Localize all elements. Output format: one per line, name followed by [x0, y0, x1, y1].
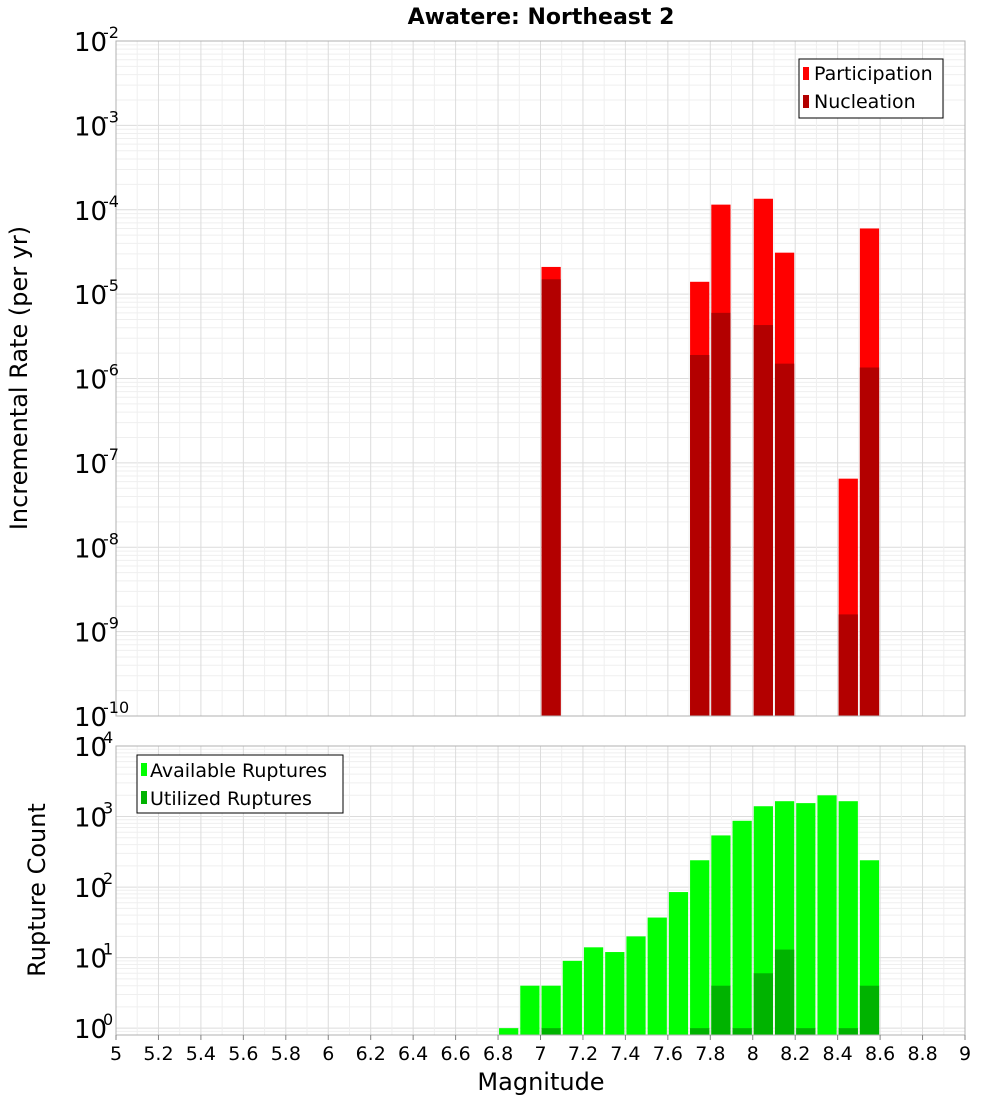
top-bar-nucleation [753, 325, 773, 716]
legend-swatch-nucleation [803, 95, 809, 108]
bottom-bar-available-ruptures [583, 947, 604, 1035]
bottom-y-tick-label: 10 [74, 804, 107, 834]
bottom-bar-utilized-ruptures [859, 985, 880, 1035]
bottom-y-tick-label: 10 [74, 945, 107, 975]
top-bar-nucleation [838, 614, 858, 716]
bottom-bar-utilized-ruptures [796, 1028, 816, 1035]
top-y-tick-exponent: -2 [103, 23, 119, 42]
legend-swatch-utilized [141, 791, 147, 804]
x-tick-label: 8.4 [823, 1043, 853, 1065]
x-tick-label: 8.6 [865, 1043, 895, 1065]
x-tick-label: 5.8 [271, 1043, 301, 1065]
top-y-tick-exponent: -8 [103, 529, 119, 548]
x-tick-label: 7 [534, 1043, 546, 1065]
x-axis-label: Magnitude [477, 1068, 604, 1096]
top-y-tick-exponent: -4 [103, 192, 119, 211]
top-bar-nucleation [711, 312, 731, 716]
bottom-y-tick-exponent: 0 [103, 1010, 113, 1029]
legend-label-participation: Participation [814, 63, 933, 85]
bottom-bar-available-ruptures [562, 960, 582, 1035]
bottom-bar-available-ruptures [732, 820, 752, 1035]
legend-swatch-participation [803, 67, 809, 80]
bottom-bar-available-ruptures [499, 1028, 519, 1035]
top-y-tick-exponent: -5 [103, 276, 119, 295]
x-tick-label: 5.2 [143, 1043, 173, 1065]
bottom-bar-available-ruptures [668, 892, 689, 1035]
x-tick-label: 8 [747, 1043, 759, 1065]
top-y-tick-label: 10 [74, 534, 107, 564]
bottom-y-axis-label: Rupture Count [23, 803, 51, 977]
x-tick-label: 8.2 [780, 1043, 810, 1065]
x-tick-label: 5.4 [186, 1043, 216, 1065]
bottom-bar-available-ruptures [711, 835, 731, 1035]
x-tick-label: 5 [110, 1043, 122, 1065]
legend-label-nucleation: Nucleation [814, 91, 916, 113]
bottom-bar-available-ruptures [626, 936, 646, 1035]
bottom-y-tick-exponent: 3 [103, 799, 113, 818]
legend-label-utilized: Utilized Ruptures [150, 788, 312, 810]
top-y-tick-exponent: -9 [103, 614, 119, 633]
bottom-legend: Available Ruptures Utilized Ruptures [136, 754, 344, 814]
bottom-y-tick-exponent: 2 [103, 869, 113, 888]
top-bar-nucleation [859, 367, 880, 716]
bottom-bar-available-ruptures [647, 917, 667, 1035]
x-tick-label: 6.2 [356, 1043, 386, 1065]
bottom-bar-utilized-ruptures [541, 1028, 561, 1035]
x-tick-label: 6.8 [483, 1043, 513, 1065]
bottom-bar-available-ruptures [817, 795, 837, 1035]
bottom-y-tick-exponent: 1 [103, 940, 113, 959]
top-y-tick-label: 10 [74, 703, 107, 733]
top-y-tick-label: 10 [74, 112, 107, 142]
bottom-y-tick-label: 10 [74, 1015, 107, 1045]
x-tick-label: 5.6 [228, 1043, 258, 1065]
bottom-bar-utilized-ruptures [838, 1028, 858, 1035]
top-plot-area [115, 40, 966, 717]
bottom-bar-utilized-ruptures [774, 949, 795, 1035]
x-tick-label: 7.4 [610, 1043, 640, 1065]
top-y-tick-label: 10 [74, 28, 107, 58]
bottom-bar-utilized-ruptures [711, 985, 731, 1035]
x-tick-label: 7.2 [568, 1043, 598, 1065]
chart-title: Awatere: Northeast 2 [408, 5, 675, 30]
bottom-y-tick-exponent: 4 [103, 728, 113, 747]
top-y-tick-exponent: -6 [103, 361, 119, 380]
top-y-tick-exponent: -3 [103, 107, 119, 126]
bottom-bar-available-ruptures [605, 952, 625, 1035]
x-tick-label: 9 [959, 1043, 971, 1065]
bottom-bar-available-ruptures [796, 803, 816, 1035]
top-plot-frame [115, 40, 966, 717]
top-legend: Participation Nucleation [798, 58, 944, 119]
bottom-bar-available-ruptures [541, 985, 561, 1035]
x-tick-label: 6.6 [440, 1043, 470, 1065]
x-tick-label: 6.4 [398, 1043, 428, 1065]
bottom-bar-utilized-ruptures [753, 973, 773, 1035]
legend-swatch-available [141, 763, 147, 776]
top-y-tick-label: 10 [74, 197, 107, 227]
bottom-bar-available-ruptures [690, 860, 710, 1035]
top-y-tick-label: 10 [74, 366, 107, 396]
x-tick-label: 7.6 [653, 1043, 683, 1065]
top-y-tick-label: 10 [74, 619, 107, 649]
x-tick-label: 7.8 [695, 1043, 725, 1065]
top-bar-nucleation [541, 279, 561, 716]
bottom-bar-available-ruptures [838, 801, 858, 1035]
top-bar-nucleation [690, 354, 710, 716]
x-tick-label: 6 [322, 1043, 334, 1065]
top-y-tick-exponent: -7 [103, 445, 119, 464]
x-tick-label: 8.8 [907, 1043, 937, 1065]
top-bar-nucleation [774, 363, 795, 716]
bottom-bar-available-ruptures [520, 985, 540, 1035]
bottom-y-tick-label: 10 [74, 733, 107, 763]
bottom-y-tick-label: 10 [74, 874, 107, 904]
top-y-tick-exponent: -10 [103, 698, 129, 717]
bottom-bar-utilized-ruptures [690, 1028, 710, 1035]
bottom-bar-utilized-ruptures [732, 1028, 752, 1035]
top-y-axis-label: Incremental Rate (per yr) [5, 226, 33, 530]
top-y-tick-label: 10 [74, 281, 107, 311]
top-y-tick-label: 10 [74, 450, 107, 480]
legend-label-available: Available Ruptures [150, 760, 327, 782]
